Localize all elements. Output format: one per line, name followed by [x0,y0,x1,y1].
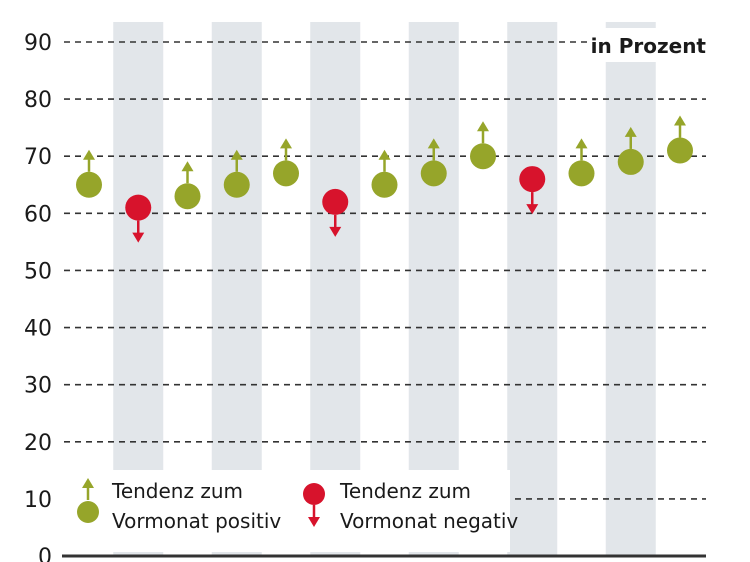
data-point [617,126,644,175]
y-tick-label: 80 [24,88,52,113]
point-marker [420,160,447,187]
point-marker [322,188,349,215]
y-tick-label: 70 [24,145,52,170]
y-tick-label: 10 [24,488,52,513]
legend-positive-marker [77,501,99,523]
unit-label-background [592,28,712,62]
column-stripe [113,22,164,556]
data-point [420,138,447,187]
point-marker [125,194,152,221]
point-marker [273,160,299,187]
y-tick-label: 0 [38,545,52,562]
y-tick-label: 90 [24,31,52,56]
legend-negative-line2: Vormonat negativ [340,509,518,533]
trend-up-arrow-head [280,138,292,149]
unit-label: in Prozent [591,34,707,58]
trend-up-arrow-head [674,115,686,126]
data-point [519,166,546,215]
column-stripe [408,22,459,556]
point-marker [76,171,102,198]
y-tick-label: 60 [24,202,52,227]
point-marker [470,143,496,170]
legend-negative-line1: Tendenz zum [339,479,471,503]
data-point [273,138,299,187]
legend-background [64,470,510,552]
data-point [174,161,201,210]
data-point [667,115,693,164]
y-tick-label: 50 [24,259,52,284]
trend-up-arrow-head [230,149,243,160]
column-stripe [507,22,558,556]
point-marker [519,166,546,193]
data-point [125,194,152,243]
point-marker [174,183,201,210]
data-point [76,149,102,198]
y-tick-label: 40 [24,317,52,342]
data-point [322,188,349,237]
trend-up-arrow-head [427,138,440,149]
data-point [568,138,595,187]
trend-down-arrow-head [526,204,539,215]
legend-negative-marker [303,483,325,505]
y-tick-label: 20 [24,431,52,456]
trend-up-arrow-head [624,126,637,137]
y-tick-label: 30 [24,374,52,399]
data-point [470,121,496,170]
point-marker [667,137,693,164]
column-stripe [605,22,656,556]
point-marker [568,160,595,187]
legend-up-arrow-head [82,478,94,488]
column-stripe [310,22,361,556]
legend-positive-line2: Vormonat positiv [112,509,281,533]
trend-up-arrow-head [181,161,194,172]
legend-positive-line1: Tendenz zum [111,479,243,503]
point-marker [371,171,398,198]
column-stripe [211,22,262,556]
trend-up-arrow-head [575,138,588,149]
trend-down-arrow-head [329,226,342,237]
point-marker [617,148,644,175]
data-point [371,149,398,198]
trend-up-arrow-head [378,149,391,160]
trend-down-arrow-head [132,232,145,243]
trend-up-arrow-head [477,121,489,132]
point-marker [223,171,250,198]
trend-up-arrow-head [83,149,95,160]
data-point [223,149,250,198]
legend-down-arrow-head [308,517,320,527]
